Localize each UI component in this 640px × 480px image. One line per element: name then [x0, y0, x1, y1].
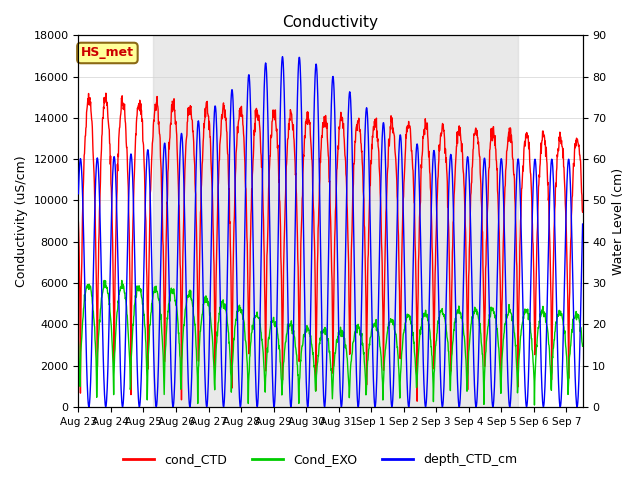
cond_CTD — [413, 398, 421, 404]
Cond_EXO — [165, 298, 173, 303]
Cond_EXO — [75, 339, 83, 345]
depth_CTD_cm — [175, 211, 182, 217]
depth_CTD_cm — [75, 191, 83, 197]
depth_CTD_cm — [512, 189, 520, 195]
Title: Conductivity: Conductivity — [282, 15, 378, 30]
Bar — [153, 36, 518, 407]
Cond_EXO — [531, 402, 538, 408]
Cond_EXO — [456, 310, 464, 315]
depth_CTD_cm — [579, 221, 586, 227]
Y-axis label: Conductivity (uS/cm): Conductivity (uS/cm) — [15, 156, 28, 287]
Cond_EXO — [579, 343, 586, 349]
cond_CTD — [266, 153, 274, 159]
cond_CTD — [102, 90, 109, 96]
cond_CTD — [579, 209, 586, 215]
Legend: cond_CTD, Cond_EXO, depth_CTD_cm: cond_CTD, Cond_EXO, depth_CTD_cm — [118, 448, 522, 471]
depth_CTD_cm — [278, 54, 286, 60]
Cond_EXO — [175, 330, 182, 336]
cond_CTD — [220, 103, 228, 109]
Line: cond_CTD: cond_CTD — [79, 93, 582, 401]
Line: Cond_EXO: Cond_EXO — [79, 280, 582, 405]
cond_CTD — [175, 201, 182, 207]
depth_CTD_cm — [266, 217, 273, 223]
Line: depth_CTD_cm: depth_CTD_cm — [79, 57, 582, 407]
Cond_EXO — [118, 277, 125, 283]
cond_CTD — [165, 146, 173, 152]
cond_CTD — [75, 219, 83, 225]
cond_CTD — [457, 132, 465, 138]
Cond_EXO — [220, 304, 228, 310]
depth_CTD_cm — [165, 276, 173, 281]
depth_CTD_cm — [220, 403, 228, 409]
depth_CTD_cm — [556, 404, 564, 410]
cond_CTD — [513, 258, 520, 264]
Y-axis label: Water Level (cm): Water Level (cm) — [612, 168, 625, 275]
Cond_EXO — [266, 327, 274, 333]
Cond_EXO — [512, 354, 520, 360]
depth_CTD_cm — [456, 396, 464, 402]
Text: HS_met: HS_met — [81, 47, 134, 60]
